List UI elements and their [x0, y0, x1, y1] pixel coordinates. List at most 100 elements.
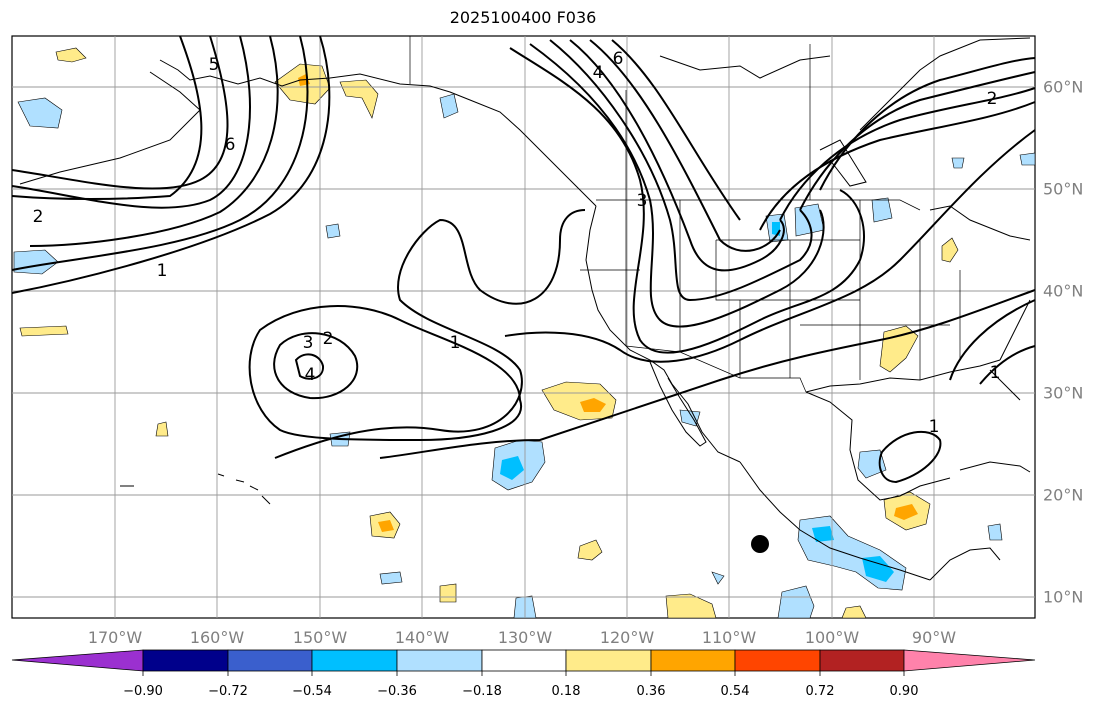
hawaii: [217, 473, 271, 505]
contour-label: 4: [593, 63, 604, 83]
colorbar-arrow-right: [903, 649, 1036, 672]
lat-label: 30°N: [1043, 383, 1084, 403]
mexico-coast: [739, 461, 931, 581]
shade-patch: [987, 523, 1003, 541]
colorbar-tick-label: −0.36: [377, 684, 417, 699]
plot-frame: [11, 35, 1036, 619]
lon-label: 110°W: [701, 628, 757, 647]
lon-label: 100°W: [804, 628, 860, 647]
contour-line: [611, 39, 741, 221]
colorbar-segment: [819, 649, 905, 672]
us-canada-border: [596, 199, 921, 211]
contour-line: [273, 332, 359, 400]
colorbar-tick-label: −0.18: [462, 684, 502, 699]
shade-patch: [19, 325, 69, 337]
shade-patch: [857, 449, 887, 479]
contour-line: [274, 209, 586, 459]
colorbar-tick-label: 0.36: [636, 684, 666, 699]
lat-label: 50°N: [1043, 179, 1084, 199]
canada-coast: [659, 55, 831, 79]
shade-core: [580, 398, 606, 412]
shade-patch: [155, 421, 169, 437]
shade-patch: [439, 583, 457, 603]
contours: [11, 35, 1036, 484]
contour-line: [878, 431, 942, 484]
colorbar-tick-label: 0.18: [551, 684, 581, 699]
contour-line: [11, 35, 229, 190]
lon-label: 160°W: [189, 628, 245, 647]
colorbar-segment: [650, 649, 736, 672]
central-america: [929, 547, 1001, 581]
storm-marker: [751, 535, 769, 553]
shade-patch: [665, 593, 717, 619]
shade-core: [500, 456, 524, 480]
shade-core: [862, 556, 894, 582]
contour-line: [949, 299, 1036, 381]
contour-label: 2: [323, 329, 334, 349]
great-lakes: [929, 205, 1031, 241]
colorbar-tick-label: −0.54: [292, 684, 332, 699]
contour-label: 6: [613, 49, 624, 69]
contour-label: 1: [929, 417, 940, 437]
shade-patch: [17, 97, 63, 129]
contour-line: [799, 71, 1036, 211]
colorbar-segment: [396, 649, 483, 672]
lon-label: 170°W: [87, 628, 143, 647]
contour-line: [779, 87, 1036, 221]
colorbar-segment: [565, 649, 652, 672]
map-title: 2025100400 F036: [449, 8, 597, 27]
canada-coast: [819, 139, 867, 187]
alaska-coast: [19, 71, 201, 185]
contour-line: [569, 39, 785, 272]
west-coast: [585, 205, 741, 463]
contour-label: 2: [987, 89, 998, 109]
shade-patch: [439, 93, 459, 119]
baja: [649, 361, 707, 447]
shade-patch: [339, 79, 379, 119]
contour-line: [11, 35, 331, 294]
lon-label: 150°W: [292, 628, 348, 647]
contour-label: 5: [209, 55, 220, 75]
colorbar-segment: [142, 649, 229, 672]
colorbar: [11, 649, 1036, 676]
contour-label: 4: [305, 365, 316, 385]
canada-coast: [859, 37, 1031, 131]
colorbar-segment: [481, 649, 567, 672]
lat-label: 60°N: [1043, 77, 1084, 97]
contour-line: [589, 39, 781, 252]
shade-patch: [55, 47, 87, 63]
alaska-coast: [159, 59, 597, 207]
contour-label: 1: [990, 363, 1001, 383]
contour-label: 6: [225, 135, 236, 155]
shade-patch: [951, 157, 965, 169]
colorbar-segment: [734, 649, 821, 672]
shade-core: [894, 504, 918, 520]
contour-label: 3: [637, 191, 648, 211]
contour-label: 3: [303, 333, 314, 353]
colorbar-tick-label: 0.54: [720, 684, 750, 699]
shade-patch: [841, 605, 867, 619]
shade-patch: [325, 223, 341, 239]
contour-line: [529, 43, 825, 328]
contour-label: 2: [33, 207, 44, 227]
colorbar-segment: [227, 649, 313, 672]
contour-line: [979, 345, 1036, 385]
shade-patch: [871, 197, 893, 223]
shade-core: [378, 520, 394, 532]
shade-patch: [941, 237, 959, 263]
contour-label: 1: [157, 261, 168, 281]
graticule: [12, 36, 1035, 618]
contour-line: [11, 35, 251, 209]
shade-core: [812, 526, 834, 542]
contour-label: 1: [450, 333, 461, 353]
east-coast: [989, 369, 1021, 401]
lat-label: 40°N: [1043, 281, 1084, 301]
contour-line: [504, 129, 1036, 363]
gulf-coast: [805, 391, 951, 501]
contour-line: [294, 353, 325, 380]
contour-line: [509, 47, 865, 354]
lat-label: 10°N: [1043, 587, 1084, 607]
lon-label: 140°W: [394, 628, 450, 647]
contour-line: [549, 39, 813, 302]
